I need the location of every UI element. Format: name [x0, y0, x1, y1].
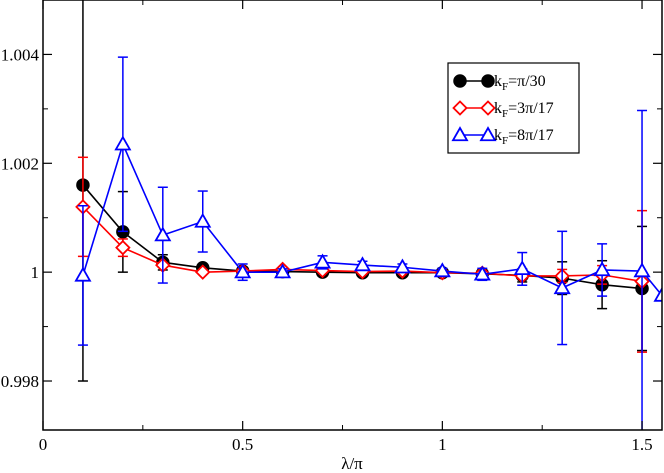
data-point	[114, 135, 132, 151]
legend: kF=π/30 kF=3π/17 kF=8π/17	[447, 62, 580, 154]
data-point	[633, 262, 651, 278]
data-point	[313, 253, 332, 269]
data-point	[393, 258, 411, 274]
data-point	[353, 256, 372, 272]
legend-entry: kF=π/30	[453, 73, 546, 93]
x-tick-label: 1.5	[631, 435, 652, 454]
series-layer	[74, 0, 662, 430]
data-point	[115, 239, 131, 256]
data-point	[653, 286, 662, 302]
legend-entry: kF=8π/17	[451, 126, 554, 147]
data-point	[74, 266, 92, 282]
y-tick-label: 1.002	[1, 154, 39, 173]
y-tick-label: 1	[31, 263, 40, 282]
y-tick-label: 0.998	[1, 372, 39, 391]
x-tick-label: 1	[438, 435, 447, 454]
data-point	[593, 261, 611, 277]
legend-marker	[479, 126, 497, 142]
y-tick-label: 1.004	[1, 45, 40, 64]
legend-label: kF=3π/17	[494, 100, 554, 120]
data-point	[194, 264, 211, 280]
legend-marker	[453, 74, 467, 88]
data-point	[553, 279, 571, 295]
data-point	[234, 263, 252, 279]
legend-marker	[451, 126, 469, 142]
x-tick-label: 0	[39, 435, 48, 454]
legend-label: kF=8π/17	[494, 127, 554, 147]
legend-entry: kF=3π/17	[452, 100, 554, 120]
legend-label: kF=π/30	[494, 73, 546, 93]
data-point	[154, 226, 172, 242]
series-line	[82, 141, 662, 297]
legend-marker	[480, 100, 496, 116]
data-point	[473, 265, 491, 281]
data-point	[194, 212, 212, 228]
data-point	[274, 263, 292, 279]
legend-marker	[481, 74, 495, 88]
axis-layer: 0 0.5 1 1.5 0.998 1 1.002 1.004	[1, 0, 662, 454]
x-tick-label: 0.5	[232, 435, 253, 454]
data-point	[433, 262, 451, 278]
data-point	[513, 260, 531, 276]
series-triangle	[74, 56, 662, 430]
x-axis-title: λ/π	[341, 454, 363, 473]
plot-frame	[42, 0, 663, 431]
legend-marker	[452, 100, 468, 116]
